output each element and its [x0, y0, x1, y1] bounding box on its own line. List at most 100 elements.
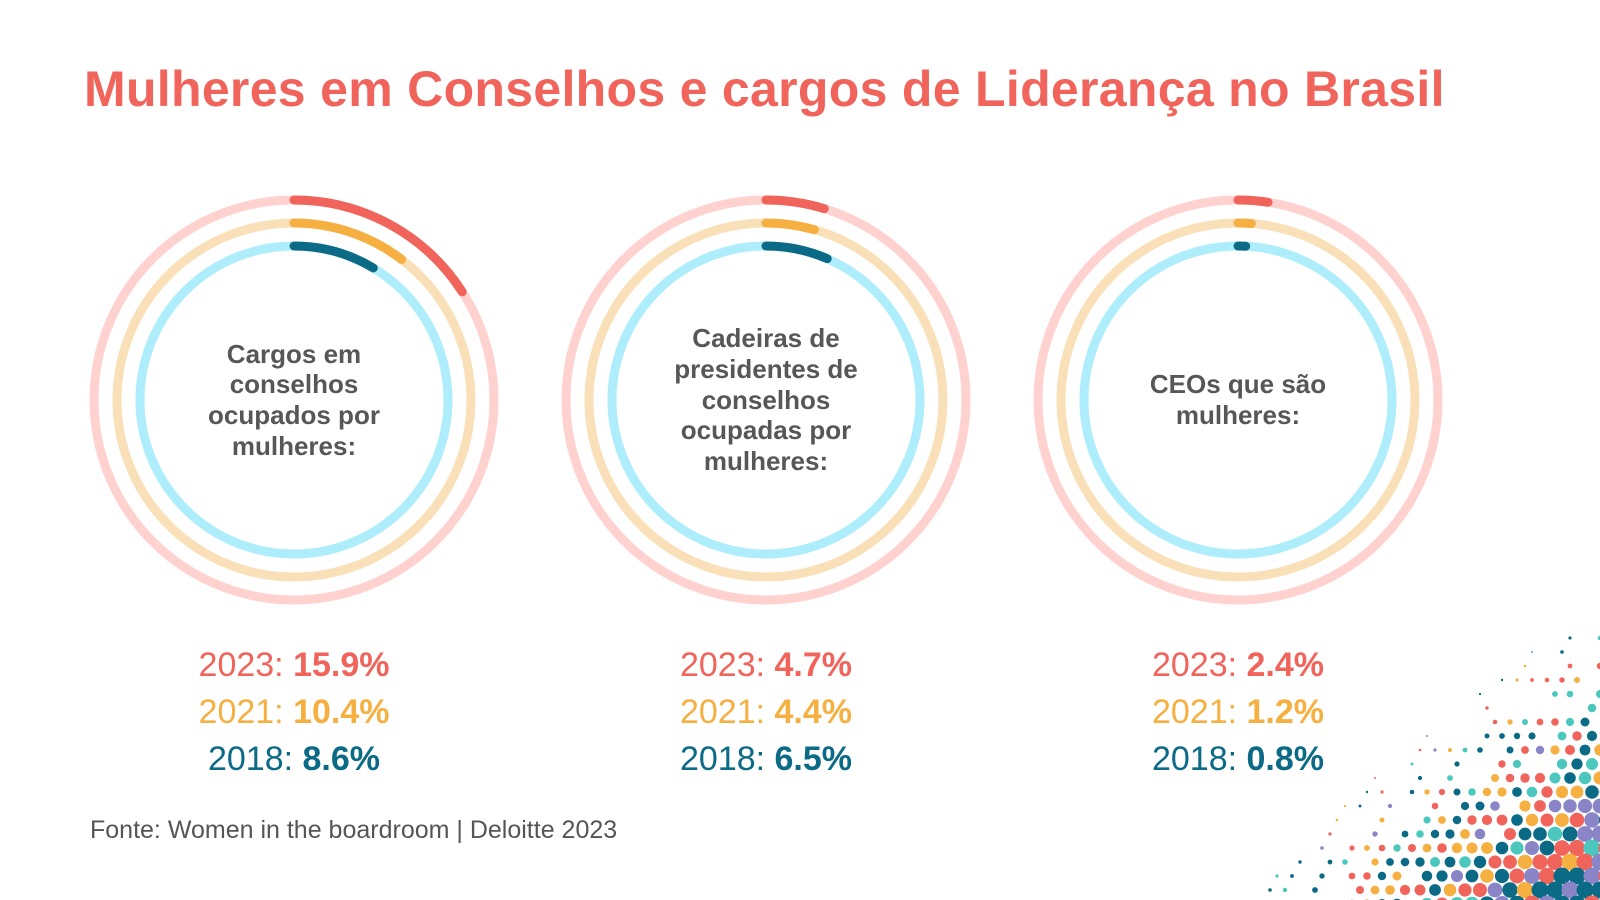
- decorative-dot: [1447, 775, 1453, 781]
- decorative-dot: [1282, 887, 1288, 893]
- radial-bar-2021: [1233, 218, 1256, 228]
- radial-bar-2023: [761, 195, 829, 214]
- decorative-dot: [1496, 814, 1508, 826]
- decorative-dot: [1454, 761, 1460, 767]
- decorative-dot: [1565, 717, 1575, 727]
- decorative-dot: [1466, 896, 1478, 900]
- decorative-dot: [1541, 786, 1553, 798]
- decorative-dot: [1503, 855, 1517, 869]
- decorative-dot: [1540, 813, 1554, 827]
- decorative-dot: [1594, 744, 1600, 756]
- chart-label: Cadeiras de presidentes de conselhos ocu…: [674, 323, 858, 476]
- legend-ceos: 2023: 2.4% 2021: 1.2% 2018: 0.8%: [1028, 642, 1448, 783]
- decorative-dot: [1468, 788, 1476, 796]
- decorative-dot: [1586, 758, 1598, 770]
- legend-row-2021: 2021: 10.4%: [84, 689, 504, 736]
- decorative-dot: [1399, 884, 1411, 896]
- decorative-dot: [1393, 844, 1401, 852]
- decorative-dot: [1275, 874, 1279, 878]
- decorative-dot: [1587, 703, 1597, 713]
- decorative-dot: [1424, 789, 1430, 795]
- legend-row-2021: 2021: 4.4%: [556, 689, 976, 736]
- decorative-dot: [1584, 812, 1600, 828]
- decorative-dot: [1561, 853, 1579, 871]
- legend-row-2021: 2021: 1.2%: [1028, 689, 1448, 736]
- decorative-dot: [1561, 881, 1579, 899]
- legend-value: 6.5%: [774, 740, 853, 778]
- decorative-dot: [1443, 883, 1457, 897]
- decorative-dot: [1554, 840, 1570, 856]
- radial-bar-2021: [289, 218, 407, 264]
- decorative-dot: [1518, 827, 1532, 841]
- radial-chart-svg: [1033, 195, 1443, 605]
- decorative-dot: [1500, 678, 1504, 682]
- decorative-dot: [1562, 826, 1578, 842]
- decorative-dot: [1555, 785, 1569, 799]
- decorative-dot: [1365, 790, 1369, 794]
- decorative-dot: [1438, 816, 1446, 824]
- decorative-dot: [1485, 706, 1489, 710]
- decorative-dot: [1549, 772, 1561, 784]
- decorative-dot: [1452, 815, 1462, 825]
- decorative-dot: [1504, 828, 1516, 840]
- decorative-dot: [1426, 735, 1428, 737]
- decorative-dot: [1410, 762, 1414, 766]
- decorative-dot: [1516, 881, 1534, 899]
- decorative-dot: [1377, 871, 1387, 881]
- decorative-dot: [1555, 813, 1569, 827]
- legend-value: 15.9%: [293, 646, 390, 684]
- decorative-dot: [1466, 842, 1478, 854]
- decorative-dot: [1497, 787, 1507, 797]
- decorative-dot: [1467, 815, 1477, 825]
- decorative-dot: [1526, 786, 1538, 798]
- legend-year: 2023:: [679, 646, 775, 684]
- decorative-dot: [1473, 855, 1487, 869]
- decorative-dot: [1592, 798, 1600, 814]
- decorative-dot: [1583, 839, 1600, 857]
- decorative-dot: [1433, 748, 1437, 752]
- decorative-dot: [1530, 678, 1534, 682]
- decorative-dot: [1495, 841, 1509, 855]
- decorative-dot: [1408, 844, 1416, 852]
- decorative-dot: [1563, 799, 1577, 813]
- decorative-dot: [1385, 885, 1395, 895]
- decorative-dot: [1348, 872, 1356, 880]
- decorative-dot: [1421, 870, 1433, 882]
- decorative-dot: [1298, 860, 1302, 864]
- decorative-dot: [1553, 867, 1571, 885]
- decorative-dot: [1423, 816, 1431, 824]
- decorative-dot: [1525, 813, 1539, 827]
- decorative-dot: [1560, 650, 1564, 654]
- decorative-dot: [1436, 897, 1448, 900]
- decorative-dot: [1473, 883, 1487, 897]
- decorative-dot: [1584, 895, 1600, 900]
- decorative-dot: [1531, 881, 1549, 899]
- decorative-dot: [1480, 896, 1494, 900]
- radial-bar-2023: [289, 195, 467, 297]
- decorative-dot: [1363, 872, 1371, 880]
- decorative-dot: [1431, 802, 1439, 810]
- decorative-dot: [1536, 718, 1544, 726]
- decorative-dot: [1320, 846, 1324, 850]
- decorative-dot: [1490, 801, 1500, 811]
- decorative-dot: [1465, 869, 1479, 883]
- decorative-dot: [1513, 732, 1521, 740]
- decorative-dot: [1380, 790, 1384, 794]
- decorative-dot: [1547, 826, 1563, 842]
- decorative-dot: [1502, 882, 1518, 898]
- decorative-dot: [1453, 788, 1461, 796]
- legend-value: 4.4%: [774, 693, 853, 731]
- legend-value: 1.2%: [1246, 693, 1325, 731]
- decorative-dot: [1511, 814, 1523, 826]
- decorative-dot: [1416, 830, 1424, 838]
- legend-row-2018: 2018: 6.5%: [556, 736, 976, 783]
- decorative-dot: [1568, 636, 1572, 640]
- decorative-dot: [1491, 774, 1499, 782]
- decorative-dot: [1544, 677, 1550, 683]
- decorative-dot: [1569, 812, 1585, 828]
- decorative-dot: [1523, 664, 1527, 668]
- decorative-dot: [1533, 827, 1547, 841]
- decorative-dot: [1509, 868, 1525, 884]
- decorative-dot: [1401, 830, 1409, 838]
- decorative-dot: [1415, 857, 1425, 867]
